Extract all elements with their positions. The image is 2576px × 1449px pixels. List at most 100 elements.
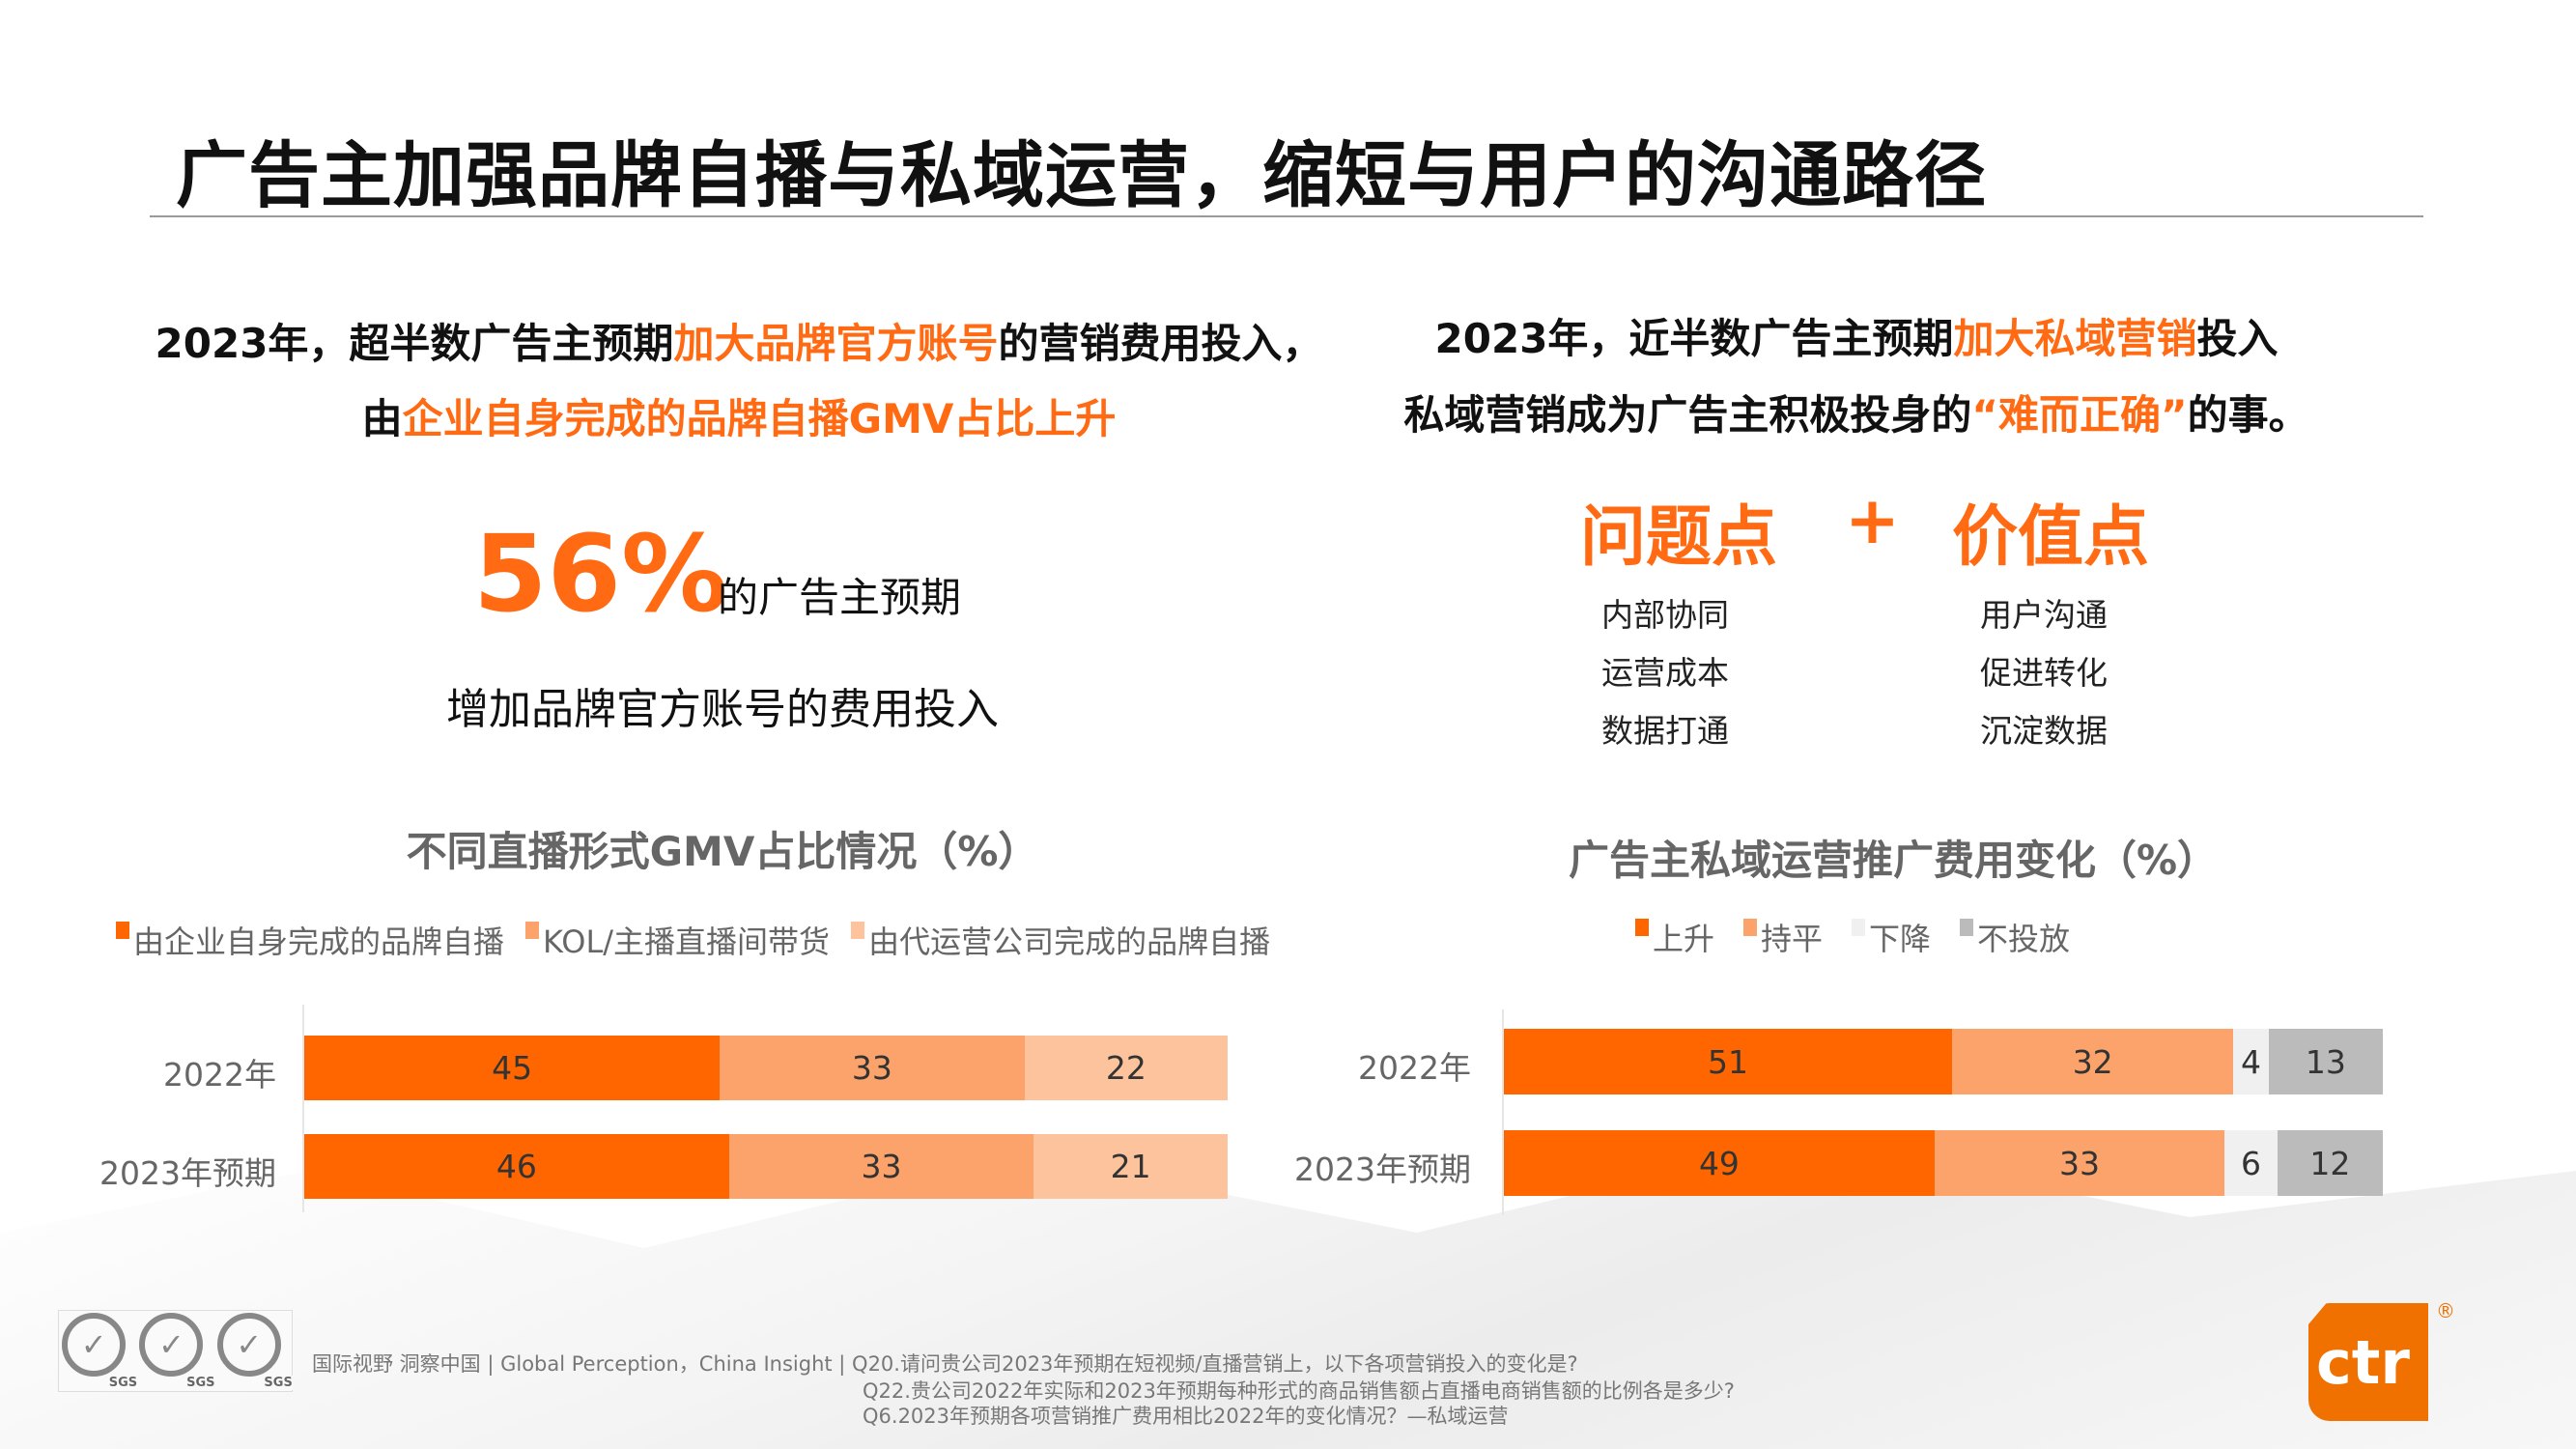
right-heading-line1: 2023年，近半数广告主预期加大私域营销投入 xyxy=(1435,306,2279,365)
right-chart-title: 广告主私域运营推广费用变化（%） xyxy=(1568,837,2219,884)
problem-title: 问题点 xyxy=(1580,499,1778,576)
legend-label: 上升 xyxy=(1653,921,1715,957)
bar-segment: 46 xyxy=(304,1134,729,1199)
y-axis xyxy=(1502,1009,1504,1215)
bar-segment: 13 xyxy=(2268,1029,2383,1094)
category-label: 2022年 xyxy=(163,1056,276,1094)
big-percentage: 56% xyxy=(473,512,728,636)
right-chart-legend: 上升 持平 下降 不投放 xyxy=(1635,915,2070,959)
bar-segment: 12 xyxy=(2277,1130,2383,1196)
legend-swatch xyxy=(851,922,865,939)
text: 由 xyxy=(361,395,403,442)
sgs-label: SGS xyxy=(108,1375,138,1390)
bar-segment: 21 xyxy=(1033,1134,1228,1199)
data-label: 4 xyxy=(2240,1042,2261,1081)
data-label: 45 xyxy=(492,1049,533,1087)
ctr-logo: ctr xyxy=(2308,1303,2428,1421)
highlight: 企业自身完成的品牌自播GMV占比上升 xyxy=(402,395,1117,442)
source-text: 国际视野 洞察中国 | Global Perception，China Insi… xyxy=(312,1352,846,1376)
highlight: 加大品牌官方账号 xyxy=(673,320,999,367)
legend-item: KOL/主播直播间带货 xyxy=(525,918,830,962)
category-label: 2023年预期 xyxy=(1294,1151,1471,1188)
text: 投入 xyxy=(2196,315,2279,362)
registered-mark: ® xyxy=(2436,1299,2455,1322)
data-label: 32 xyxy=(2072,1042,2113,1081)
legend-label: KOL/主播直播间带货 xyxy=(543,923,831,960)
data-label: 51 xyxy=(1708,1042,1749,1081)
text: 2023年，超半数广告主预期 xyxy=(155,320,674,367)
percentage-description: 增加品牌官方账号的费用投入 xyxy=(446,685,999,734)
sgs-check-icon: ✓ xyxy=(62,1312,127,1377)
data-label: 21 xyxy=(1110,1148,1151,1185)
percentage-caption: 的广告主预期 xyxy=(718,574,962,621)
legend-label: 由企业自身完成的品牌自播 xyxy=(133,923,505,960)
question-note: Q22.贵公司2022年实际和2023年预期每种形式的商品销售额占直播电商销售额… xyxy=(863,1379,1735,1403)
problem-item: 运营成本 xyxy=(1601,654,1729,692)
legend-item: 由代运营公司完成的品牌自播 xyxy=(851,918,1270,962)
question-note: Q6.2023年预期各项营销推广费用相比2022年的变化情况？—私域运营 xyxy=(863,1405,1509,1428)
legend-item: 不投放 xyxy=(1960,915,2070,959)
text: 2023年，近半数广告主预期 xyxy=(1434,315,1954,362)
data-label: 22 xyxy=(1105,1049,1146,1087)
legend-label: 不投放 xyxy=(1977,921,2071,957)
legend-item: 由企业自身完成的品牌自播 xyxy=(116,918,504,962)
legend-swatch xyxy=(1960,919,1974,936)
sgs-certification-logos: ✓ SGS ✓ SGS ✓ SGS xyxy=(58,1310,293,1392)
data-label: 6 xyxy=(2240,1144,2261,1182)
value-item: 沉淀数据 xyxy=(1980,712,2108,750)
legend-item: 上升 xyxy=(1635,915,1714,959)
problem-item: 数据打通 xyxy=(1601,712,1729,750)
data-label: 13 xyxy=(2305,1042,2346,1081)
sgs-seal: ✓ SGS xyxy=(216,1312,293,1390)
bar-segment: 33 xyxy=(728,1134,1034,1199)
sgs-label: SGS xyxy=(186,1375,215,1390)
data-label: 33 xyxy=(861,1148,902,1185)
legend-item: 下降 xyxy=(1852,915,1931,959)
value-item: 促进转化 xyxy=(1980,654,2108,692)
bar-segment: 22 xyxy=(1024,1036,1228,1100)
bar-segment: 32 xyxy=(1952,1029,2234,1094)
bar-segment: 4 xyxy=(2233,1029,2269,1094)
problem-item: 内部协同 xyxy=(1601,596,1729,634)
bar-segment: 45 xyxy=(304,1036,721,1100)
sgs-seal: ✓ SGS xyxy=(139,1312,215,1390)
bar-segment: 33 xyxy=(720,1036,1025,1100)
text: 私域营销成为广告主积极投身的 xyxy=(1403,391,1972,439)
legend-item: 持平 xyxy=(1743,915,1823,959)
text: 的营销费用投入， xyxy=(998,320,1323,367)
sgs-check-icon: ✓ xyxy=(139,1312,204,1377)
bar-segment: 33 xyxy=(1934,1130,2225,1196)
data-label: 46 xyxy=(495,1148,537,1185)
page-title: 广告主加强品牌自播与私域运营，缩短与用户的沟通路径 xyxy=(176,134,1987,217)
category-label: 2022年 xyxy=(1358,1049,1471,1087)
value-item: 用户沟通 xyxy=(1980,596,2108,634)
legend-label: 下降 xyxy=(1869,921,1932,957)
title-divider xyxy=(150,215,2423,217)
category-label: 2023年预期 xyxy=(99,1154,276,1192)
legend-swatch xyxy=(1743,919,1758,936)
data-label: 12 xyxy=(2309,1144,2351,1182)
sgs-seal: ✓ SGS xyxy=(62,1312,138,1390)
plus-sign: + xyxy=(1845,483,1900,559)
sgs-label: SGS xyxy=(264,1375,293,1390)
highlight: 加大私域营销 xyxy=(1953,315,2197,362)
data-label: 33 xyxy=(2059,1144,2101,1182)
left-chart-title: 不同直播形式GMV占比情况（%） xyxy=(406,828,1039,875)
text: 的事。 xyxy=(2187,391,2309,439)
right-heading-line2: 私域营销成为广告主积极投身的“难而正确”的事。 xyxy=(1403,383,2308,441)
data-label: 49 xyxy=(1698,1144,1740,1182)
left-heading-line2: 由企业自身完成的品牌自播GMV占比上升 xyxy=(362,386,1117,445)
sgs-check-icon: ✓ xyxy=(216,1312,281,1377)
left-chart-legend: 由企业自身完成的品牌自播 KOL/主播直播间带货 由代运营公司完成的品牌自播 xyxy=(116,918,1270,962)
bar-segment: 51 xyxy=(1504,1029,1953,1094)
legend-label: 由代运营公司完成的品牌自播 xyxy=(868,923,1271,960)
legend-swatch xyxy=(1852,919,1866,936)
legend-swatch xyxy=(525,922,540,939)
highlight: “难而正确” xyxy=(1971,391,2188,439)
bar-segment: 6 xyxy=(2224,1130,2278,1196)
question-note: Q20.请问贵公司2023年预期在短视频/直播营销上，以下各项营销投入的变化是? xyxy=(852,1352,1578,1376)
bar-segment: 49 xyxy=(1504,1130,1935,1196)
left-heading-line1: 2023年，超半数广告主预期加大品牌官方账号的营销费用投入， xyxy=(156,311,1323,370)
legend-swatch xyxy=(116,922,129,939)
data-label: 33 xyxy=(851,1049,892,1087)
